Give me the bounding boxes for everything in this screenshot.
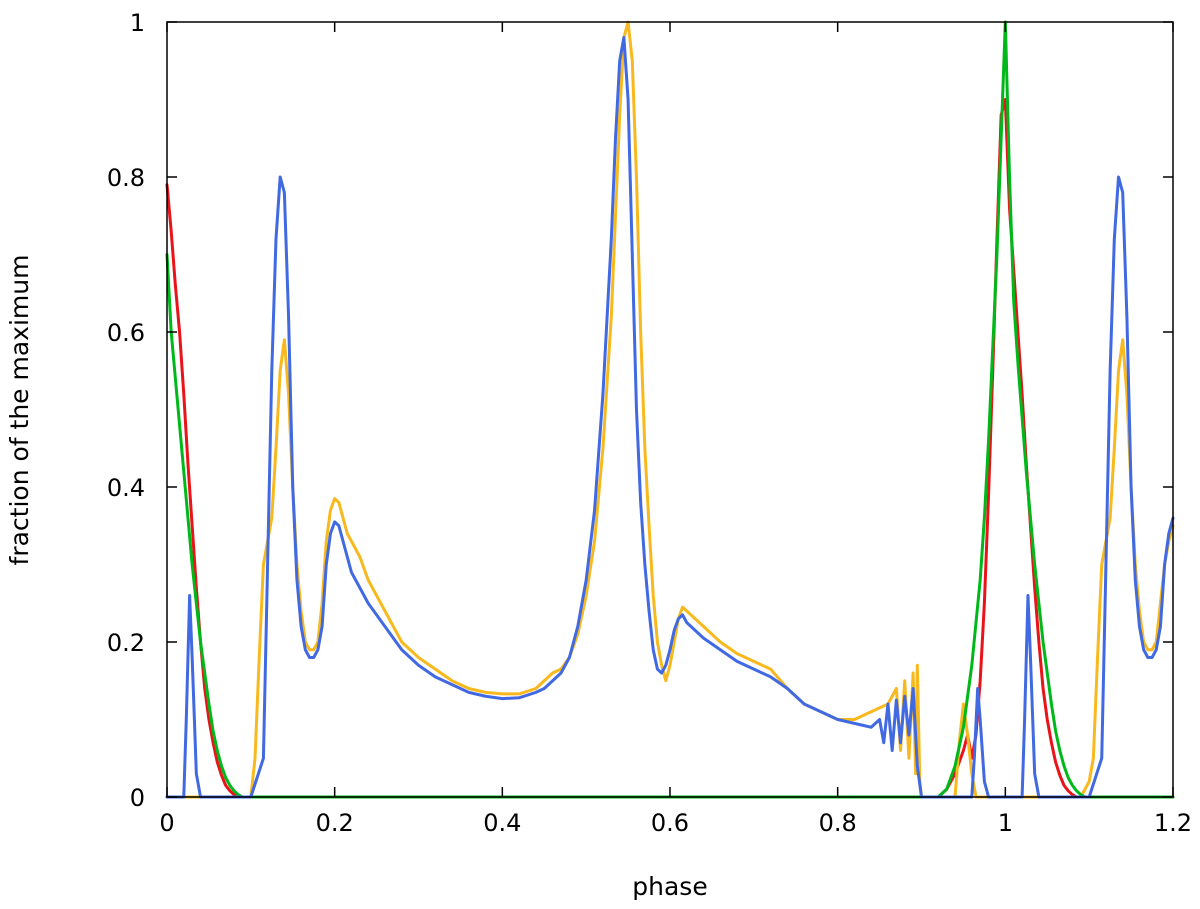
- x-tick-label: 0.4: [483, 809, 521, 837]
- x-axis-label: phase: [632, 872, 707, 901]
- x-tick-label: 0: [159, 809, 174, 837]
- series-line-4: [165, 36, 1175, 799]
- x-tick-label: 1: [998, 809, 1013, 837]
- y-tick-label: 0.4: [107, 474, 145, 502]
- y-axis-label: fraction of the maximum: [5, 255, 34, 566]
- y-tick-label: 0: [130, 784, 145, 812]
- series-line-1: [165, 98, 1175, 799]
- y-tick-label: 0.8: [107, 164, 145, 192]
- y-tick-label: 1: [130, 9, 145, 37]
- series-line-2: [165, 20, 1175, 799]
- series-layer: [165, 20, 1175, 799]
- axes-layer: 0 0.2 0.4 0.6 0.8 1 1.2 0 0.2 0.4 0.6 0.8 1: [107, 9, 1192, 837]
- x-tick-label: 1.2: [1154, 809, 1192, 837]
- x-tick-label: 0.6: [651, 809, 689, 837]
- x-tick-label: 0.2: [316, 809, 354, 837]
- labels-layer: phase fraction of the maximum: [5, 255, 708, 901]
- series-line-3: [165, 20, 1175, 799]
- x-tick-label: 0.8: [819, 809, 857, 837]
- y-tick-label: 0.2: [107, 629, 145, 657]
- y-tick-label: 0.6: [107, 319, 145, 347]
